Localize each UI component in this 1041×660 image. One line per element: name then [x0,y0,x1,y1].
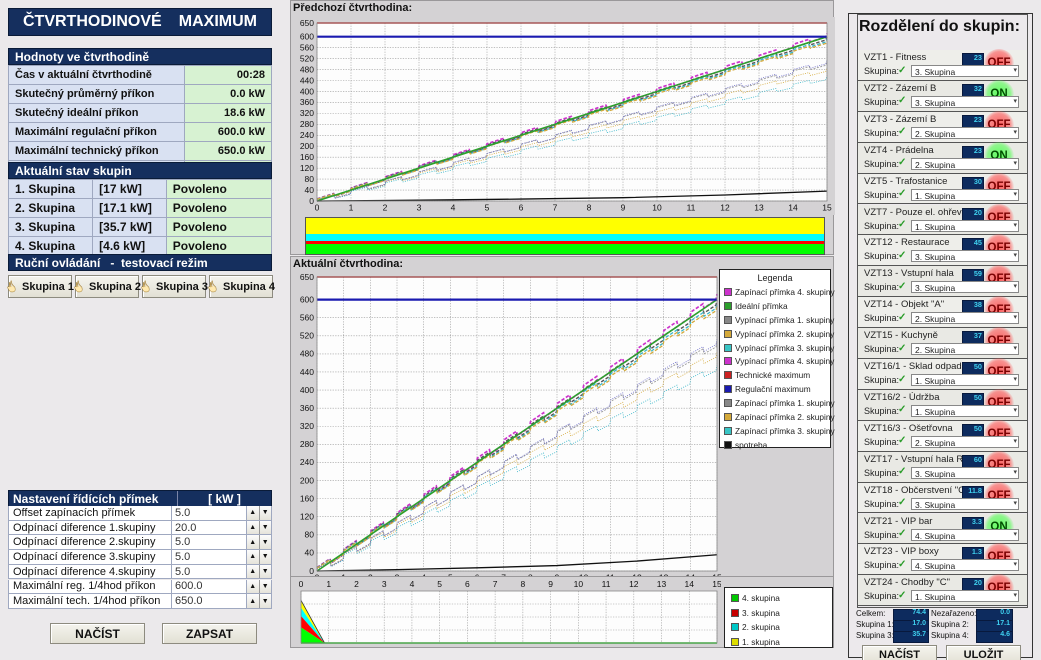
svg-text:480: 480 [300,64,314,74]
svg-text:3: 3 [417,203,422,213]
svg-text:320: 320 [300,108,314,118]
svg-text:120: 120 [300,512,314,522]
svg-text:10: 10 [574,579,584,589]
svg-text:7: 7 [553,203,558,213]
svg-text:4: 4 [410,579,415,589]
svg-text:520: 520 [300,53,314,63]
svg-text:360: 360 [300,403,314,413]
svg-text:240: 240 [300,457,314,467]
svg-text:0: 0 [299,579,304,589]
svg-text:5: 5 [437,579,442,589]
svg-text:6: 6 [465,579,470,589]
svg-text:9: 9 [621,203,626,213]
svg-text:80: 80 [305,174,315,184]
svg-text:480: 480 [300,349,314,359]
svg-text:0: 0 [309,566,314,576]
svg-text:120: 120 [300,163,314,173]
svg-text:3: 3 [382,579,387,589]
svg-text:40: 40 [305,548,315,558]
svg-text:520: 520 [300,331,314,341]
svg-text:240: 240 [300,130,314,140]
svg-text:0: 0 [315,203,320,213]
svg-text:400: 400 [300,385,314,395]
svg-text:1: 1 [326,579,331,589]
svg-text:600: 600 [300,294,314,304]
svg-text:12: 12 [629,579,639,589]
svg-text:560: 560 [300,313,314,323]
svg-text:13: 13 [754,203,764,213]
svg-text:4: 4 [451,203,456,213]
svg-text:440: 440 [300,367,314,377]
svg-text:80: 80 [305,530,315,540]
svg-text:360: 360 [300,97,314,107]
svg-text:12: 12 [720,203,730,213]
svg-text:13: 13 [657,579,667,589]
svg-text:200: 200 [300,141,314,151]
svg-text:5: 5 [485,203,490,213]
svg-text:15: 15 [822,203,832,213]
svg-text:280: 280 [300,439,314,449]
svg-text:1: 1 [349,203,354,213]
svg-text:7: 7 [493,579,498,589]
svg-text:14: 14 [788,203,798,213]
svg-text:400: 400 [300,86,314,96]
svg-text:2: 2 [354,579,359,589]
svg-text:160: 160 [300,493,314,503]
svg-text:10: 10 [652,203,662,213]
svg-text:8: 8 [521,579,526,589]
svg-text:15: 15 [712,579,721,589]
svg-text:0: 0 [309,196,314,206]
svg-text:9: 9 [548,579,553,589]
svg-text:650: 650 [300,18,314,28]
svg-text:440: 440 [300,75,314,85]
svg-text:40: 40 [305,185,315,195]
svg-text:650: 650 [300,273,314,282]
svg-text:160: 160 [300,152,314,162]
svg-text:560: 560 [300,42,314,52]
svg-text:8: 8 [587,203,592,213]
svg-text:11: 11 [687,203,696,213]
svg-text:11: 11 [602,579,611,589]
svg-text:6: 6 [519,203,524,213]
svg-text:600: 600 [300,32,314,42]
svg-text:200: 200 [300,475,314,485]
svg-text:2: 2 [383,203,388,213]
svg-text:280: 280 [300,119,314,129]
svg-text:14: 14 [685,579,695,589]
svg-text:320: 320 [300,421,314,431]
